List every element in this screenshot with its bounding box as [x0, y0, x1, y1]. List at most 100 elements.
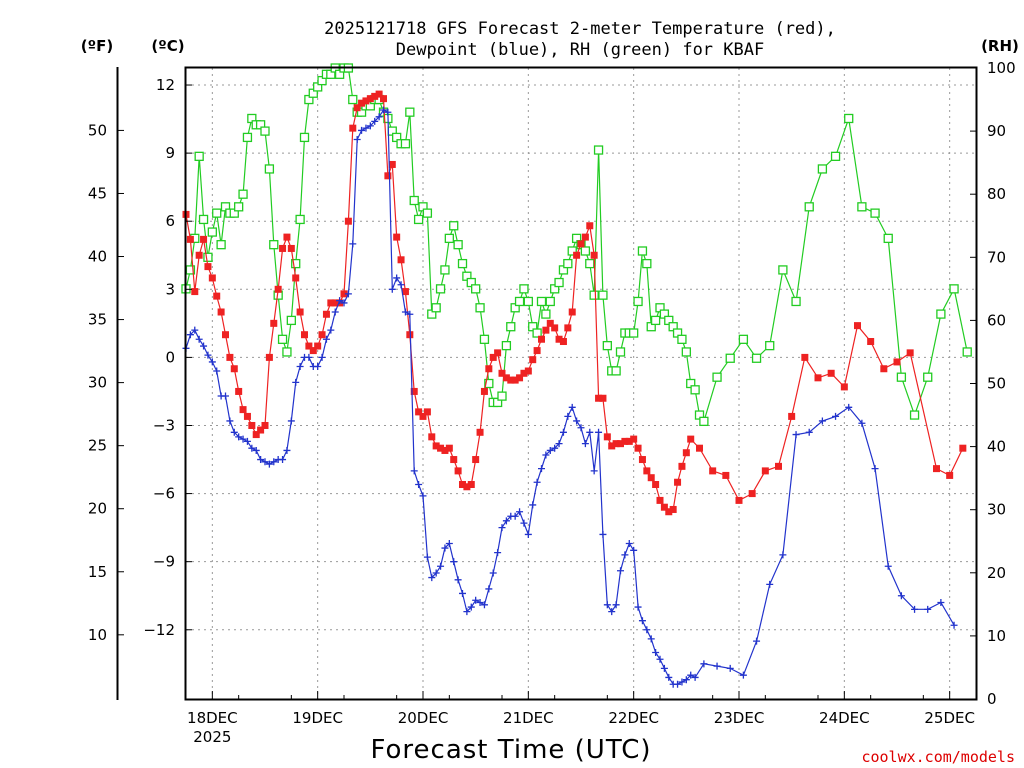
rh-point	[431, 303, 441, 313]
dewpoint-point	[551, 444, 559, 452]
celsius-tick-label: 3	[165, 280, 175, 298]
dewpoint-point	[766, 580, 774, 588]
x-axis-title: Forecast Time (UTC)	[370, 735, 651, 765]
rh-point	[923, 372, 933, 382]
rh-point	[475, 303, 485, 313]
rh-point	[299, 132, 310, 143]
x-tick-label: 19DEC	[292, 709, 343, 727]
2-meter-temperature-point	[827, 369, 835, 377]
dewpoint-point	[279, 456, 287, 464]
rh-point	[277, 334, 288, 344]
dewpoint-point	[459, 589, 466, 597]
dewpoint-point	[419, 492, 427, 500]
gridlines	[186, 68, 976, 699]
dewpoint-point	[200, 342, 208, 350]
x-tick-label: 24DEC	[819, 709, 870, 727]
2-meter-temperature-point	[454, 467, 462, 475]
celsius-tick-label: −6	[153, 485, 175, 503]
rh-tick-label: 60	[987, 311, 1006, 329]
dewpoint-point	[726, 664, 734, 672]
2-meter-temperature-point	[353, 104, 361, 112]
dewpoint-point	[564, 412, 572, 420]
dewpoint-point	[344, 290, 352, 298]
dewpoint-point	[230, 428, 238, 436]
dewpoint-point	[753, 637, 761, 645]
dewpoint-point	[617, 567, 624, 575]
dewpoint-point	[340, 299, 348, 307]
dewpoint-point	[625, 540, 633, 548]
rh-point	[725, 353, 735, 363]
dewpoint-point	[555, 440, 563, 448]
credit-link[interactable]: coolwx.com/models	[861, 748, 1015, 766]
2-meter-temperature-point	[546, 319, 554, 327]
2-meter-temperature-point	[226, 353, 234, 361]
dewpoint-point	[327, 326, 335, 334]
x-tick-label: 25DEC	[924, 709, 975, 727]
2-meter-temperature-point	[375, 90, 383, 98]
2-meter-temperature-point	[568, 308, 576, 316]
2-meter-temperature-point	[502, 374, 510, 382]
series-2-meter-temperature	[182, 90, 967, 516]
dewpoint-point	[265, 460, 273, 468]
dewpoint-point	[195, 335, 203, 343]
rh-point	[541, 309, 551, 319]
rh-point	[567, 246, 577, 256]
rh-point	[545, 296, 555, 307]
dewpoint-point	[937, 599, 945, 607]
dewpoint-point	[678, 678, 686, 686]
rh-point	[593, 145, 604, 155]
rh-point	[830, 151, 841, 161]
dewpoint-point	[358, 126, 366, 134]
2-meter-temperature-point	[660, 503, 668, 511]
2-meter-temperature-point	[243, 412, 251, 420]
dewpoint-point	[599, 530, 607, 538]
rh-tick-label: 80	[987, 185, 1006, 203]
dewpoint-point	[494, 549, 502, 557]
rh-point	[282, 347, 292, 357]
2-meter-temperature-point	[476, 428, 484, 436]
dewpoint-point	[608, 608, 616, 616]
dewpoint-point	[432, 569, 440, 577]
dewpoint-point	[305, 353, 313, 361]
2-meter-temperature-point	[735, 496, 743, 504]
2-meter-temperature-point	[322, 310, 330, 318]
rh-unit-label: (RH)	[981, 37, 1019, 55]
rh-point	[409, 195, 419, 206]
celsius-tick-label: −12	[143, 621, 175, 639]
dewpoint-point	[533, 478, 541, 486]
rh-point	[453, 240, 463, 250]
2-meter-temperature-point	[573, 251, 581, 259]
2-meter-temperature-point	[696, 444, 703, 452]
2-meter-temperature-point	[331, 299, 339, 307]
dewpoint-point	[366, 122, 374, 130]
dewpoint-point	[415, 481, 423, 489]
rh-point	[949, 284, 959, 294]
rh-point	[536, 296, 547, 307]
2-meter-temperature-point	[459, 481, 466, 489]
dewpoint-point	[568, 403, 576, 411]
2-meter-temperature-point	[380, 95, 387, 103]
dewpoint-point	[950, 621, 958, 629]
2-meter-temperature-point	[428, 433, 436, 441]
rh-point	[207, 227, 217, 237]
2-meter-temperature-point	[687, 435, 695, 443]
2-meter-temperature-point	[775, 462, 782, 470]
2-meter-temperature-point	[239, 406, 247, 414]
2-meter-temperature-line	[185, 93, 964, 513]
rh-point	[883, 233, 893, 244]
series-dewpoint	[182, 106, 958, 688]
2-meter-temperature-point	[617, 440, 624, 448]
rh-point	[484, 378, 494, 389]
rh-point	[681, 347, 691, 357]
dewpoint-point	[467, 603, 475, 611]
2-meter-temperature-point	[586, 222, 594, 230]
2-meter-temperature-point	[235, 387, 243, 395]
dewpoint-point	[248, 444, 256, 452]
dewpoint-point	[476, 599, 484, 607]
dewpoint-point	[643, 626, 651, 634]
rh-point	[506, 322, 516, 332]
x-tick-label: 23DEC	[714, 709, 765, 727]
2-meter-temperature-point	[410, 387, 418, 395]
rh-tick-label: 50	[987, 375, 1006, 393]
dewpoint-point	[911, 605, 919, 613]
